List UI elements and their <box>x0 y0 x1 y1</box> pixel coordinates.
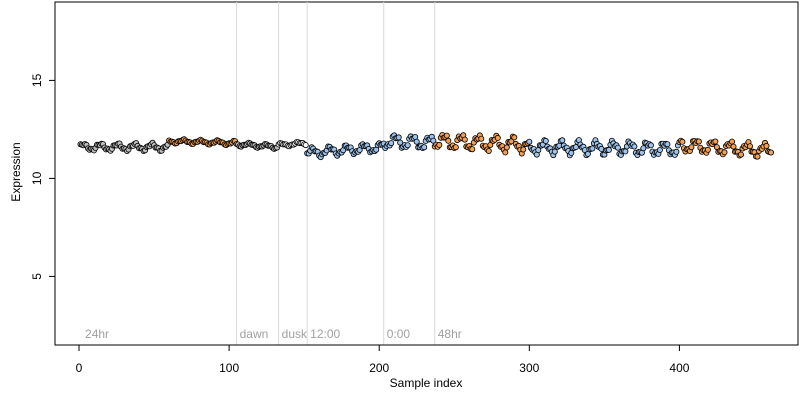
phase-label-3: 12:00 <box>310 327 340 341</box>
data-point-418 <box>704 146 711 153</box>
data-point-272 <box>485 147 492 154</box>
data-point-412 <box>695 138 702 145</box>
data-point-369 <box>631 143 638 150</box>
data-point-434 <box>729 138 736 145</box>
y-tick-label-5: 5 <box>30 273 44 280</box>
phase-label-1: dawn <box>240 327 269 341</box>
data-point-213 <box>397 139 404 146</box>
phase-label-5: 48hr <box>438 327 462 341</box>
y-tick-label-15: 15 <box>30 73 44 87</box>
data-points <box>77 131 775 161</box>
data-point-316 <box>551 148 558 155</box>
data-point-429 <box>721 149 728 156</box>
data-point-460 <box>768 149 775 156</box>
data-point-391 <box>664 141 671 148</box>
y-axis: 5 10 15 <box>30 71 56 280</box>
data-point-358 <box>614 144 621 151</box>
y-tick-label-10: 10 <box>30 171 44 185</box>
data-point-245 <box>445 137 452 144</box>
data-point-278 <box>494 134 501 141</box>
data-point-446 <box>747 143 754 150</box>
data-point-423 <box>712 138 719 145</box>
x-tick-label-100: 100 <box>219 361 239 375</box>
data-point-235 <box>430 137 437 144</box>
phase-markers: 24hr dawn dusk 12:00 0:00 48hr <box>85 2 462 345</box>
data-point-321 <box>559 137 566 144</box>
data-point-295 <box>520 146 527 153</box>
data-point-239 <box>436 141 443 148</box>
x-axis: 0 100 200 300 400 <box>76 344 690 375</box>
data-point-451 <box>754 153 761 160</box>
data-point-299 <box>526 138 533 145</box>
x-tick-label-0: 0 <box>76 361 83 375</box>
x-tick-label-200: 200 <box>369 361 389 375</box>
data-point-267 <box>478 135 485 142</box>
data-point-284 <box>503 144 510 151</box>
x-tick-label-400: 400 <box>669 361 689 375</box>
data-point-457 <box>763 142 770 149</box>
data-point-375 <box>640 145 647 152</box>
data-point-150 <box>302 142 309 149</box>
phase-label-2: dusk <box>282 327 308 341</box>
data-point-435 <box>730 143 737 150</box>
y-axis-label: Expression <box>9 142 23 201</box>
data-point-352 <box>605 146 612 153</box>
data-point-283 <box>502 149 509 156</box>
data-point-289 <box>511 134 518 141</box>
data-point-261 <box>469 146 476 153</box>
plot-frame <box>54 1 799 346</box>
data-point-341 <box>589 145 596 152</box>
data-point-250 <box>452 144 459 151</box>
data-point-401 <box>679 138 686 145</box>
data-point-386 <box>656 146 663 153</box>
x-axis-label: Sample index <box>390 376 463 390</box>
phase-label-4: 0:00 <box>387 327 411 341</box>
data-point-380 <box>647 142 654 149</box>
phase-label-0: 24hr <box>85 327 109 341</box>
x-tick-label-300: 300 <box>519 361 539 375</box>
data-point-218 <box>404 142 411 149</box>
data-point-256 <box>461 136 468 143</box>
data-point-440 <box>738 151 745 158</box>
data-point-207 <box>388 140 395 147</box>
data-point-229 <box>421 144 428 151</box>
data-point-310 <box>542 137 549 144</box>
data-point-363 <box>622 148 629 155</box>
data-point-244 <box>443 132 450 139</box>
data-point-407 <box>688 144 695 151</box>
data-point-397 <box>673 148 680 155</box>
data-point-212 <box>395 134 402 141</box>
data-point-224 <box>413 138 420 145</box>
